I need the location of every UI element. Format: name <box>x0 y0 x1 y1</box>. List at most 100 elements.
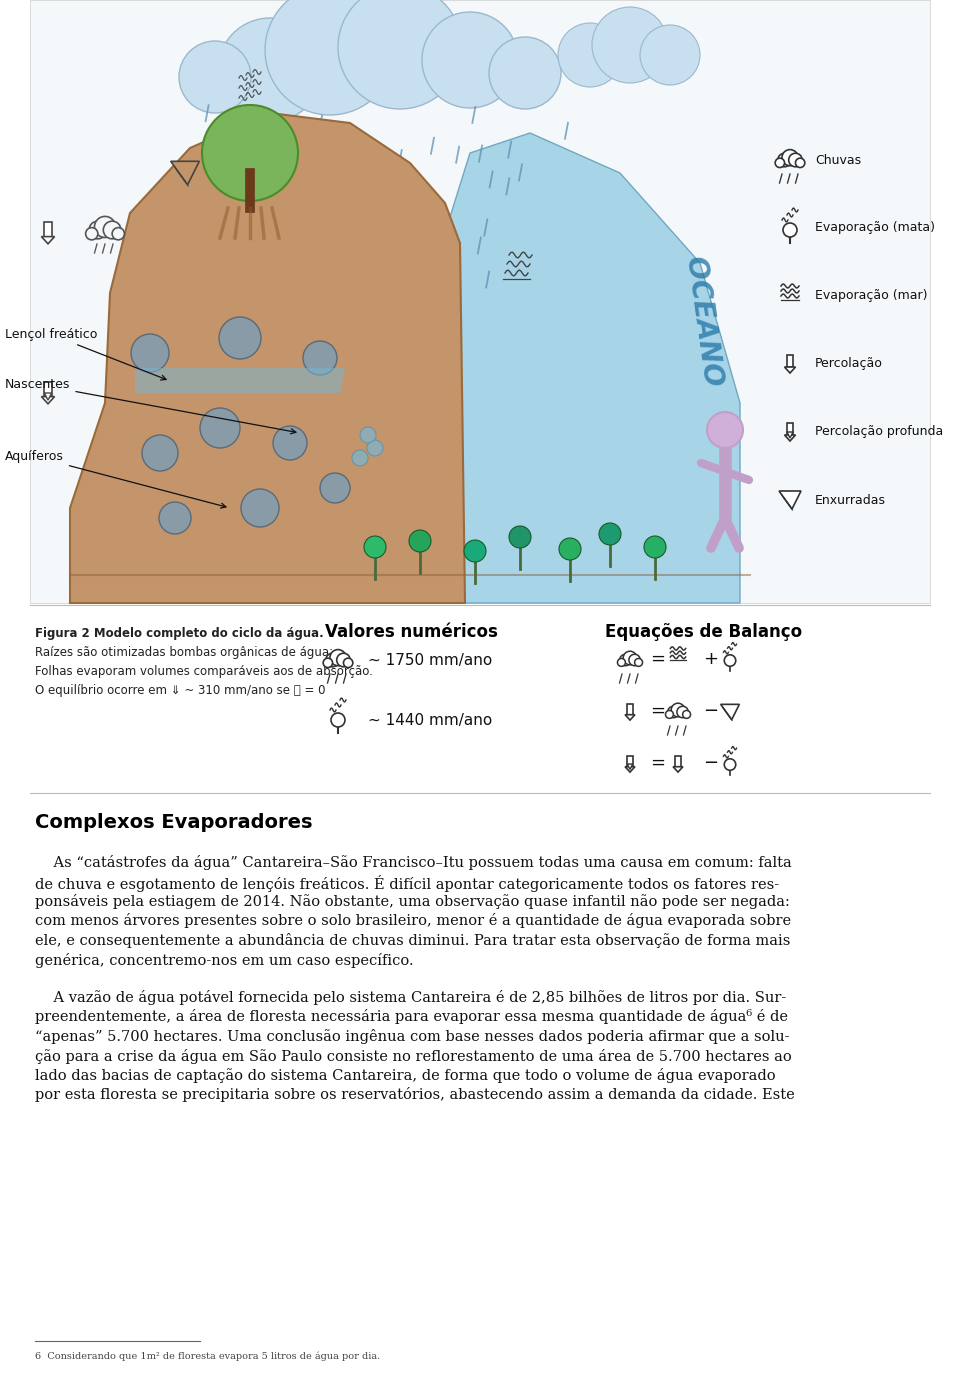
Text: Evaporação (mar): Evaporação (mar) <box>815 289 927 303</box>
Circle shape <box>489 37 561 109</box>
Circle shape <box>409 530 431 552</box>
Circle shape <box>94 216 115 238</box>
Circle shape <box>303 342 337 375</box>
Text: OCEANO: OCEANO <box>680 254 726 389</box>
Polygon shape <box>44 223 52 236</box>
Circle shape <box>464 539 486 561</box>
Circle shape <box>364 537 386 557</box>
Text: ~ 1750 mm/ano: ~ 1750 mm/ano <box>368 653 492 668</box>
Polygon shape <box>625 766 635 772</box>
Circle shape <box>707 412 743 448</box>
Text: ~ 1440 mm/ano: ~ 1440 mm/ano <box>368 712 492 727</box>
Circle shape <box>324 658 332 668</box>
Circle shape <box>422 12 518 108</box>
Circle shape <box>320 473 350 503</box>
Polygon shape <box>625 715 635 721</box>
Circle shape <box>330 650 346 665</box>
Text: lado das bacias de captação do sistema Cantareira, de forma que todo o volume de: lado das bacias de captação do sistema C… <box>35 1068 776 1083</box>
Circle shape <box>599 523 621 545</box>
Text: As “catástrofes da água” Cantareira–São Francisco–Itu possuem todas uma causa em: As “catástrofes da água” Cantareira–São … <box>35 855 792 870</box>
Text: Equações de Balanço: Equações de Balanço <box>605 622 803 640</box>
Circle shape <box>273 426 307 461</box>
Circle shape <box>623 651 636 665</box>
Text: Raízes são otimizadas bombas orgânicas de água;: Raízes são otimizadas bombas orgânicas d… <box>35 646 333 660</box>
Polygon shape <box>171 162 200 185</box>
Circle shape <box>89 221 107 239</box>
Polygon shape <box>784 436 796 441</box>
Text: ponsáveis pela estiagem de 2014. Não obstante, uma observação quase infantil não: ponsáveis pela estiagem de 2014. Não obs… <box>35 893 790 909</box>
Circle shape <box>644 537 666 557</box>
Polygon shape <box>673 766 683 772</box>
Text: +: + <box>703 650 718 668</box>
Polygon shape <box>787 423 793 436</box>
Polygon shape <box>627 763 633 769</box>
Polygon shape <box>784 366 796 373</box>
Circle shape <box>671 703 684 716</box>
Circle shape <box>218 18 322 122</box>
Text: =: = <box>650 754 665 772</box>
Circle shape <box>724 654 735 667</box>
Circle shape <box>219 317 261 360</box>
Circle shape <box>640 25 700 84</box>
Polygon shape <box>41 236 55 243</box>
Polygon shape <box>787 355 793 366</box>
Circle shape <box>200 408 240 448</box>
Circle shape <box>619 654 631 665</box>
Polygon shape <box>627 704 633 715</box>
Polygon shape <box>787 431 793 438</box>
Text: “apenas” 5.700 hectares. Uma conclusão ingênua com base nesses dados poderia afi: “apenas” 5.700 hectares. Uma conclusão i… <box>35 1029 789 1044</box>
Circle shape <box>775 158 784 167</box>
Circle shape <box>783 223 797 236</box>
Text: Percolação profunda: Percolação profunda <box>815 426 944 438</box>
Text: de chuva e esgotamento de lençóis freáticos. É difícil apontar categoricamente t: de chuva e esgotamento de lençóis freáti… <box>35 874 780 892</box>
Text: Folhas evaporam volumes comparáveis aos de absorção.: Folhas evaporam volumes comparáveis aos … <box>35 665 372 678</box>
Text: Aquíferos: Aquíferos <box>5 449 226 508</box>
Text: =: = <box>650 650 665 668</box>
Text: O equilíbrio ocorre em ⇓ ~ 310 mm/ano se ⮨ = 0: O equilíbrio ocorre em ⇓ ~ 310 mm/ano se… <box>35 685 325 697</box>
Text: −: − <box>703 703 718 721</box>
Circle shape <box>683 711 690 718</box>
Circle shape <box>724 759 735 770</box>
Text: Chuvas: Chuvas <box>815 154 861 166</box>
Circle shape <box>338 0 462 109</box>
Circle shape <box>344 658 353 668</box>
Text: preendentemente, a área de floresta necessária para evaporar essa mesma quantida: preendentemente, a área de floresta nece… <box>35 1010 788 1025</box>
Circle shape <box>617 658 625 667</box>
Circle shape <box>509 526 531 548</box>
Circle shape <box>142 436 178 472</box>
Circle shape <box>337 653 350 667</box>
Polygon shape <box>420 133 740 603</box>
Circle shape <box>360 427 376 443</box>
Polygon shape <box>675 757 681 766</box>
Circle shape <box>331 714 345 727</box>
Circle shape <box>85 228 98 239</box>
Circle shape <box>202 105 298 201</box>
Circle shape <box>667 707 679 718</box>
Circle shape <box>635 658 642 667</box>
Circle shape <box>241 490 279 527</box>
FancyBboxPatch shape <box>30 0 930 603</box>
Text: genérica, concentremo-nos em um caso específico.: genérica, concentremo-nos em um caso esp… <box>35 953 414 968</box>
Polygon shape <box>721 704 739 719</box>
Circle shape <box>778 154 791 167</box>
Circle shape <box>559 538 581 560</box>
Circle shape <box>159 502 191 534</box>
Polygon shape <box>627 757 633 766</box>
Text: Percolação: Percolação <box>815 357 883 371</box>
Circle shape <box>112 228 125 239</box>
Circle shape <box>558 24 622 87</box>
Circle shape <box>592 7 668 83</box>
Circle shape <box>789 154 803 167</box>
Text: Valores numéricos: Valores numéricos <box>325 622 498 640</box>
Text: Evaporação (mata): Evaporação (mata) <box>815 221 935 235</box>
Polygon shape <box>70 113 465 603</box>
Text: Nascentes: Nascentes <box>5 378 296 434</box>
Text: Enxurradas: Enxurradas <box>815 494 886 506</box>
Circle shape <box>265 0 395 115</box>
Polygon shape <box>70 523 465 603</box>
Polygon shape <box>41 397 55 404</box>
Text: A vazão de água potável fornecida pelo sistema Cantareira é de 2,85 bilhões de l: A vazão de água potável fornecida pelo s… <box>35 990 786 1005</box>
Polygon shape <box>779 491 801 509</box>
Text: −: − <box>703 754 718 772</box>
Circle shape <box>131 335 169 372</box>
